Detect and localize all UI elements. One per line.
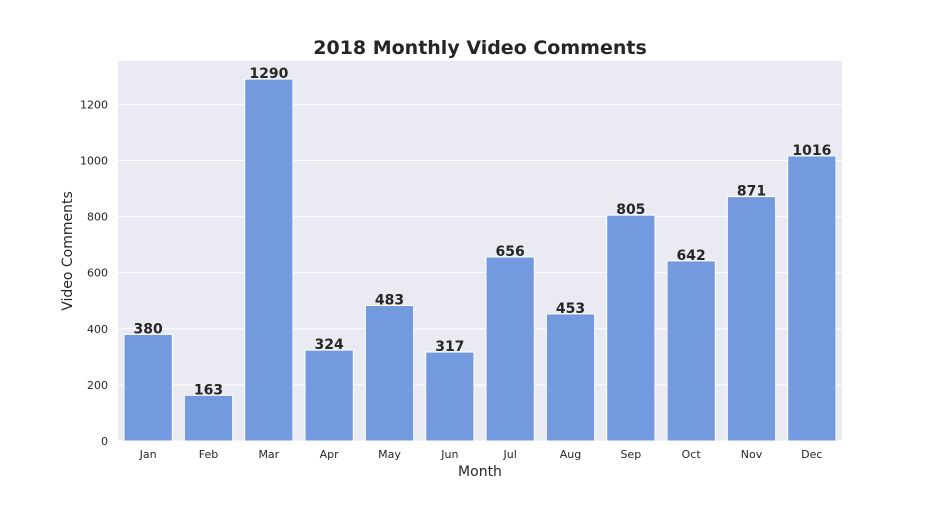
y-tick-label: 800	[87, 211, 108, 224]
x-tick-label-jan: Jan	[139, 448, 157, 461]
data-label-feb: 163	[194, 382, 223, 398]
data-label-jan: 380	[134, 321, 163, 337]
gridlines	[118, 103, 842, 442]
bar-aug	[545, 313, 596, 442]
x-tick-label-feb: Feb	[199, 448, 218, 461]
y-tick-label: 1000	[80, 154, 108, 167]
bar-mar	[244, 78, 294, 442]
bar-apr	[304, 349, 354, 442]
x-tick-label-aug: Aug	[560, 448, 581, 461]
x-tick-label-apr: Apr	[320, 448, 340, 461]
bar-oct	[666, 260, 716, 442]
bars	[123, 78, 837, 442]
x-tick-label-nov: Nov	[741, 448, 763, 461]
plot-area	[118, 61, 842, 441]
chart-title: 2018 Monthly Video Comments	[313, 37, 647, 59]
bar-may	[364, 304, 415, 442]
y-tick-label: 200	[87, 379, 108, 392]
data-label-mar: 1290	[249, 66, 288, 82]
x-tick-label-jun: Jun	[440, 448, 458, 461]
bar-dec	[787, 155, 837, 442]
x-tick-label-mar: Mar	[258, 448, 279, 461]
x-tick-label-jul: Jul	[503, 448, 517, 461]
y-tick-label: 1200	[80, 98, 108, 111]
bar-jul	[485, 256, 535, 442]
y-tick-label: 400	[87, 323, 108, 336]
data-label-may: 483	[375, 292, 404, 308]
bar-jan	[123, 333, 173, 442]
bar-jun	[425, 351, 475, 442]
data-label-apr: 324	[315, 337, 344, 353]
x-tick-label-oct: Oct	[682, 448, 702, 461]
x-axis-ticks: Jan Feb Mar Apr May Jun Jul Aug Sep Oct Nov Dec	[139, 448, 823, 461]
data-label-nov: 871	[737, 184, 766, 200]
bar-sep	[606, 214, 656, 442]
data-labels: 380 163 1290 324 483 317 656 453 805 642 871 1016	[134, 66, 832, 398]
x-axis-label: Month	[458, 464, 502, 480]
x-tick-label-may: May	[378, 448, 401, 461]
data-label-oct: 642	[677, 248, 706, 264]
data-label-dec: 1016	[792, 143, 831, 159]
x-tick-label-sep: Sep	[620, 448, 641, 461]
data-label-jun: 317	[435, 339, 464, 355]
bar-nov	[726, 196, 777, 442]
data-label-jul: 656	[496, 244, 525, 260]
y-tick-label: 0	[101, 435, 108, 448]
data-label-sep: 805	[616, 202, 645, 218]
data-label-aug: 453	[556, 301, 585, 317]
y-tick-label: 600	[87, 267, 108, 280]
y-axis-label: Video Comments	[60, 191, 76, 311]
y-axis-ticks: 0 200 400 600 800 1000 1200	[80, 98, 108, 448]
x-tick-label-dec: Dec	[801, 448, 822, 461]
bar-feb	[183, 394, 234, 442]
